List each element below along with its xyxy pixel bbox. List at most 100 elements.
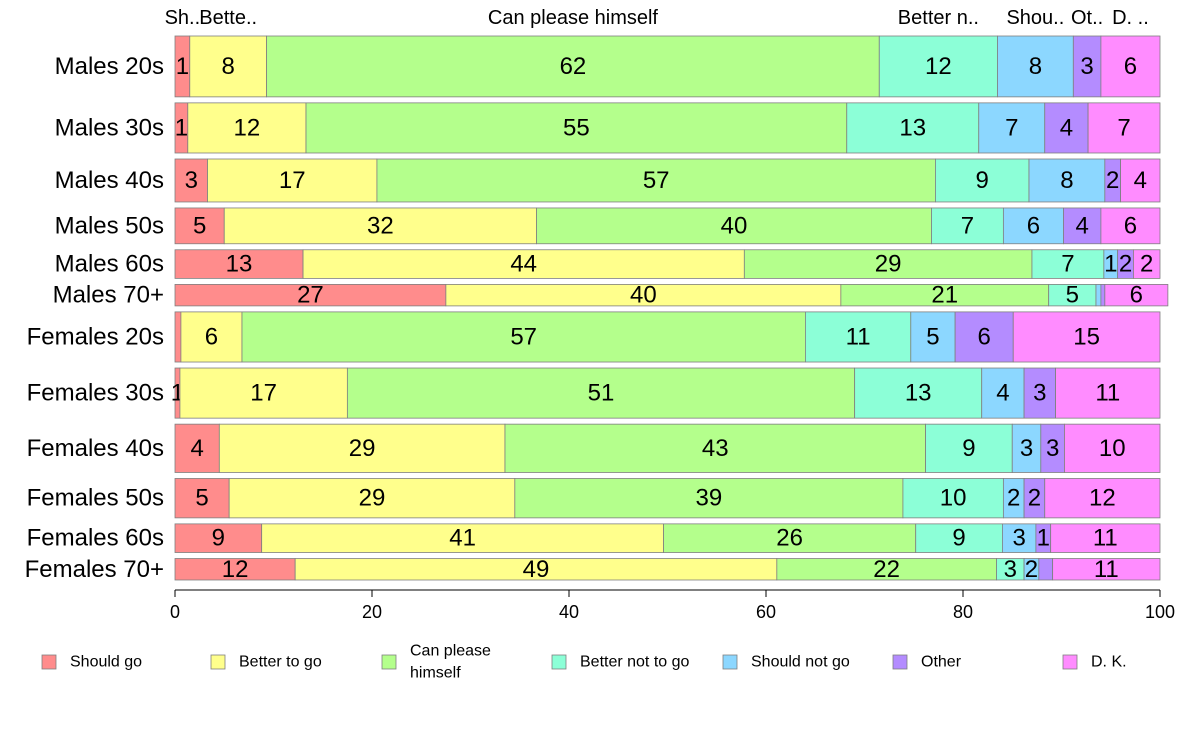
bar-value-label: 12 <box>222 556 249 583</box>
column-label: Better n.. <box>898 7 979 29</box>
bar-value-label: 55 <box>563 114 590 141</box>
bar-value-label: 44 <box>510 251 537 278</box>
bar-segment <box>266 35 880 98</box>
bar-value-label: 40 <box>721 212 748 239</box>
bar-segment <box>187 102 307 154</box>
bar-value-label: 13 <box>226 251 253 278</box>
bar-value-label: 6 <box>1124 53 1137 80</box>
x-tick-label: 40 <box>559 602 579 622</box>
bar-value-label: 62 <box>560 53 587 80</box>
bar-value-label: 6 <box>1130 282 1143 309</box>
y-tick-label: Females 70+ <box>25 556 164 583</box>
bar-value-label: 22 <box>873 556 900 583</box>
bar-segment <box>1050 523 1161 553</box>
bar-value-label: 3 <box>1033 380 1046 407</box>
legend-swatch <box>722 654 738 670</box>
bar-value-label: 12 <box>234 114 261 141</box>
bar-value-label: 10 <box>940 485 967 512</box>
bar-value-label: 3 <box>1020 435 1033 462</box>
bar-segment <box>1011 423 1042 473</box>
bar-value-label: 15 <box>1073 323 1100 350</box>
y-tick-label: Males 20s <box>55 53 164 80</box>
bar-value-label: 13 <box>899 114 926 141</box>
bar-segment <box>878 35 998 98</box>
bar-value-label: 1 <box>175 114 188 141</box>
bar-value-label: 9 <box>976 167 989 194</box>
bar-value-label: 49 <box>523 556 550 583</box>
bar-value-label: 2 <box>1119 251 1132 278</box>
y-tick-labels-layer: Males 20s Males 30s Males 40s Males 50s Male… <box>25 53 164 583</box>
bar-value-label: 2 <box>1106 167 1119 194</box>
bar-value-label: 13 <box>905 380 932 407</box>
legend-label: Better to go <box>239 654 322 671</box>
bar-segment <box>1100 35 1161 98</box>
column-label: D. .. <box>1112 7 1149 29</box>
legend-label: D. K. <box>1091 654 1127 671</box>
y-tick-label: Males 60s <box>55 251 164 278</box>
bar-value-label: 32 <box>367 212 394 239</box>
bar-value-label: 27 <box>297 282 324 309</box>
bar-value-label: 21 <box>931 282 958 309</box>
bar-segment <box>179 367 348 419</box>
bar-segment <box>1100 207 1161 245</box>
bar-value-label: 8 <box>1060 167 1073 194</box>
legend-label: Should not go <box>751 654 850 671</box>
x-tick-label: 20 <box>362 602 382 622</box>
bar-segment <box>228 478 516 519</box>
y-tick-label: Females 30s <box>27 380 164 407</box>
bar-segment <box>846 102 980 154</box>
legend: Should go Better to go Can please himself Be… <box>41 643 1127 682</box>
bar-value-label: 10 <box>1099 435 1126 462</box>
bar-value-label: 6 <box>205 323 218 350</box>
bar-segment <box>1055 367 1161 419</box>
bar-value-label: 5 <box>1066 282 1079 309</box>
bar-segment <box>925 423 1013 473</box>
bar-value-label: 57 <box>510 323 537 350</box>
bar-value-label: 12 <box>925 53 952 80</box>
bar-value-label: 7 <box>1005 114 1018 141</box>
legend-swatch <box>41 654 57 670</box>
bar-value-label: 5 <box>926 323 939 350</box>
bar-segment <box>504 423 926 473</box>
bar-value-label: 5 <box>195 485 208 512</box>
y-tick-label: Females 50s <box>27 485 164 512</box>
bar-segment <box>1072 35 1102 98</box>
bar-value-label: 2 <box>1025 556 1038 583</box>
bar-segment <box>663 523 917 553</box>
bar-value-label: 9 <box>952 525 965 552</box>
bar-segment <box>915 523 1003 553</box>
bar-value-label: 17 <box>250 380 277 407</box>
bar-segment <box>1002 523 1037 553</box>
bar-value-label: 6 <box>1027 212 1040 239</box>
legend-swatch <box>551 654 567 670</box>
bar-segment <box>1044 478 1161 519</box>
legend-label: Other <box>921 654 962 671</box>
bar-segment <box>1064 423 1161 473</box>
bar-segment <box>174 423 220 473</box>
column-label: Sh.. <box>165 7 201 29</box>
y-tick-label: Males 70+ <box>53 282 164 309</box>
bar-segment <box>1012 311 1161 363</box>
bar-value-label: 4 <box>1076 212 1089 239</box>
bar-segment <box>514 478 904 519</box>
bar-value-label: 4 <box>1134 167 1147 194</box>
bar-segment <box>1100 284 1106 307</box>
legend-swatch <box>381 654 397 670</box>
bar-value-label: 8 <box>222 53 235 80</box>
bar-value-label: 4 <box>996 380 1009 407</box>
bar-segment <box>805 311 912 363</box>
bar-value-label: 8 <box>1029 53 1042 80</box>
bar-value-label: 3 <box>1012 525 1025 552</box>
bar-value-label: 57 <box>643 167 670 194</box>
y-tick-label: Females 20s <box>27 323 164 350</box>
bar-segment <box>997 35 1074 98</box>
bar-value-label: 4 <box>190 435 203 462</box>
y-tick-label: Males 30s <box>55 114 164 141</box>
bar-value-label: 11 <box>846 323 871 350</box>
bars-layer: 1 8 62 12 8 3 61 12 55 13 7 4 73 17 57 9 8 2 45 32 40 7 6 4 613 4… <box>171 35 1169 583</box>
bar-segment <box>1133 249 1161 279</box>
bar-segment <box>1087 102 1161 154</box>
y-tick-label: Males 40s <box>55 167 164 194</box>
